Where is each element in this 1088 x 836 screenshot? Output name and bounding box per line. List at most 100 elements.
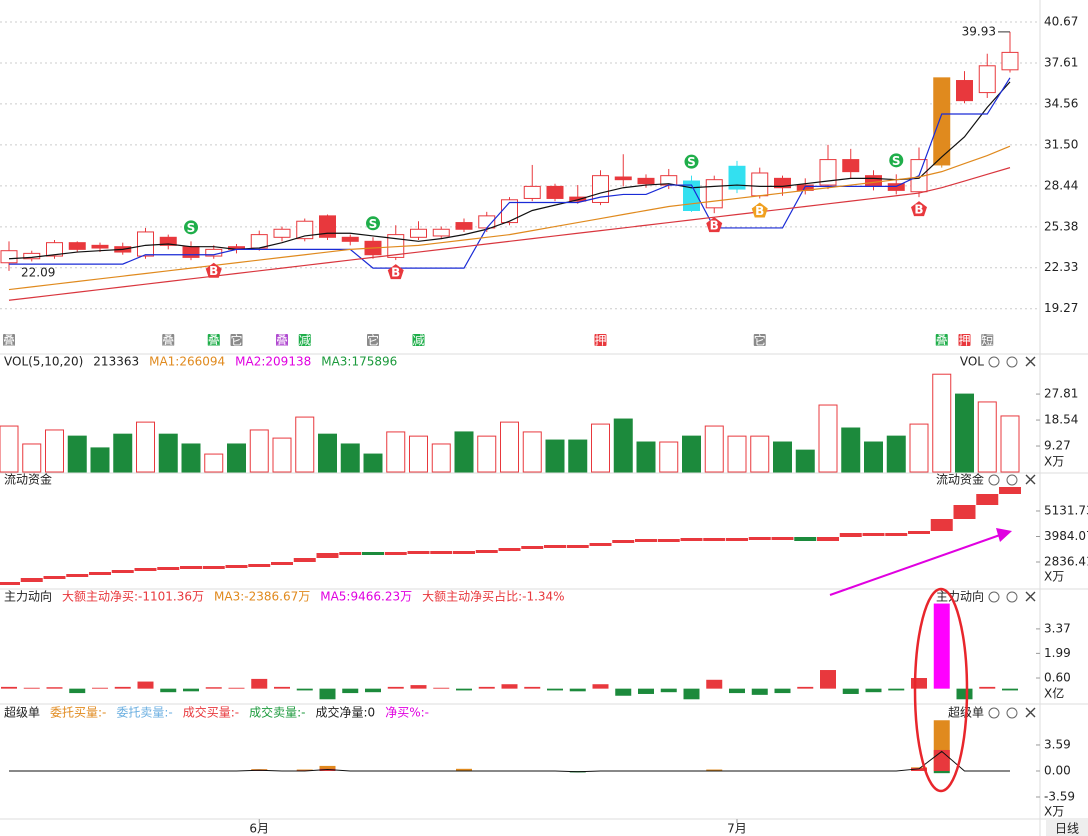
flow-bar	[635, 539, 657, 542]
candle-body	[46, 242, 63, 257]
flow-direction-bar	[774, 688, 791, 694]
volume-bar	[409, 435, 428, 473]
period-tab	[1046, 820, 1088, 836]
flow-bar	[180, 566, 202, 569]
flow-direction-bar	[638, 688, 654, 694]
order-bar	[319, 765, 336, 771]
ma-line	[9, 77, 1011, 269]
ma-line	[8, 167, 1011, 301]
y-tick-label: 5131.73	[1044, 503, 1088, 517]
flow-bar	[225, 565, 248, 568]
y-tick-label: 18.54	[1044, 413, 1078, 427]
volume-bar	[568, 439, 588, 473]
flow-direction-bar	[569, 688, 586, 692]
candle-body	[137, 231, 154, 257]
candle-body	[250, 234, 268, 249]
flow-bar	[589, 543, 612, 546]
volume-bar	[704, 425, 724, 473]
signal-label: S	[369, 217, 378, 231]
low-label: 22.09	[21, 265, 55, 279]
volume-bar	[318, 433, 337, 473]
volume-bar	[295, 416, 315, 473]
y-tick-label: 3.37	[1044, 621, 1071, 635]
volume-bar	[22, 443, 42, 473]
order-bar	[933, 770, 950, 774]
net-line	[9, 750, 1010, 773]
event-icon	[981, 334, 994, 346]
y-tick-label: 9.27	[1044, 439, 1071, 453]
signal-badge	[706, 217, 723, 233]
event-icon	[958, 334, 971, 346]
y-tick-label: 27.81	[1044, 387, 1078, 401]
signal-label: B	[710, 219, 719, 233]
close-icon	[1025, 591, 1036, 602]
flow-direction-bar	[501, 684, 518, 689]
y-tick-label: 37.61	[1044, 55, 1078, 69]
signal-label: B	[391, 266, 400, 280]
flow-bar	[748, 537, 771, 540]
flow-bar	[157, 567, 180, 570]
legend-item: 213363	[93, 355, 139, 369]
panel-title: 超级单	[4, 705, 40, 720]
close-icon	[1025, 474, 1036, 485]
flow-bar	[316, 553, 339, 558]
flow-direction-bar	[365, 688, 381, 693]
unit-label: X万	[1044, 570, 1064, 584]
legend-item: MA1:266094	[149, 355, 225, 369]
close-icon	[1025, 356, 1036, 367]
volume-bar	[363, 453, 383, 473]
event-label: 叠	[208, 334, 220, 348]
flow-bar	[817, 537, 839, 541]
candle-body	[182, 246, 200, 258]
flow-direction-bar	[751, 688, 768, 695]
event-label: 押	[594, 334, 606, 348]
event-icon	[367, 334, 379, 346]
flow-bar	[430, 551, 453, 554]
flow-direction-bar	[933, 603, 950, 689]
volume-bar	[158, 433, 178, 473]
y-tick-label: 22.33	[1044, 260, 1078, 274]
flow-bar	[566, 545, 589, 548]
volume-bar	[67, 435, 87, 473]
flow-direction-bar	[729, 688, 745, 694]
flow-bar	[657, 539, 680, 542]
flow-direction-bar	[1002, 688, 1018, 691]
arrow	[829, 534, 1001, 596]
flow-bar	[134, 568, 157, 571]
flow-bar	[384, 552, 407, 555]
flow-direction-bar	[797, 686, 814, 689]
event-label: 它	[230, 333, 242, 348]
volume-bar	[204, 453, 224, 473]
volume-bar	[818, 404, 838, 473]
flow-direction-bar	[865, 688, 882, 693]
flow-direction-bar	[183, 688, 199, 692]
legend-item: 大额主动净买:-1101.36万	[62, 590, 204, 604]
y-tick-label: 0.00	[1044, 763, 1071, 777]
flow-direction-bar	[137, 681, 154, 689]
volume-bar	[1000, 415, 1020, 473]
unit-label: X亿	[1044, 686, 1064, 701]
order-bar	[706, 769, 723, 771]
flow-bar	[794, 537, 817, 541]
volume-bar	[932, 373, 952, 473]
event-icon	[162, 334, 175, 346]
volume-bar	[636, 441, 656, 473]
help-icon	[1006, 356, 1018, 368]
help-icon	[1006, 474, 1018, 486]
flow-direction-bar	[160, 688, 177, 693]
signal-label: B	[755, 204, 764, 218]
flow-direction-bar	[820, 670, 836, 689]
flow-bar	[908, 531, 930, 534]
y-tick-label: 3.59	[1044, 737, 1071, 751]
y-tick-label: 25.38	[1044, 219, 1078, 233]
flow-bar	[612, 540, 635, 543]
flow-direction-bar	[251, 678, 268, 689]
unit-label: X万	[1044, 805, 1064, 819]
flow-direction-bar	[69, 688, 86, 694]
y-tick-label: 31.50	[1044, 137, 1078, 151]
volume-bar	[249, 429, 269, 473]
marks: 40.67 37.61 34.56 31.50 28.44 25.38 22.33 19.27…	[0, 14, 1088, 836]
candle-body	[887, 183, 905, 191]
event-label: 押	[958, 334, 970, 348]
